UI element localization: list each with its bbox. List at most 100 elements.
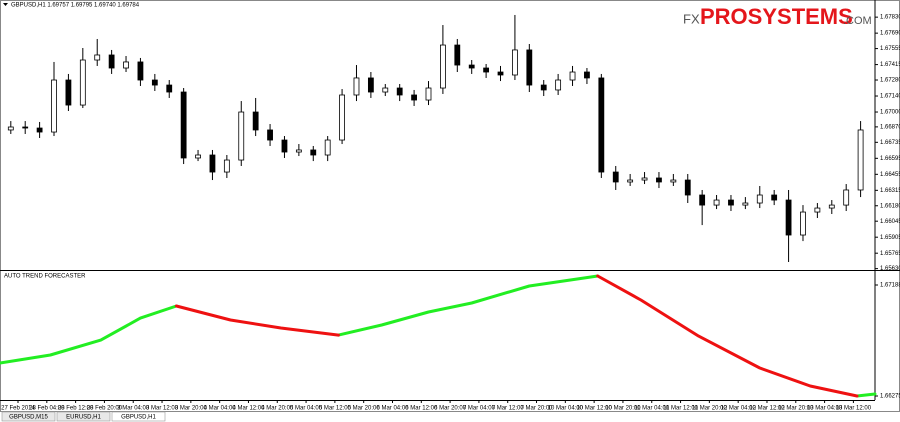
candle-body	[339, 94, 345, 141]
tab-bar: GBPUSD,M15 EURUSD,H1 GBPUSD,H1	[1, 411, 166, 422]
x-tick-label: 3 Mar 20:00	[175, 406, 208, 412]
candle-body	[843, 189, 850, 206]
y-tick-label: 1.66315	[880, 188, 900, 194]
candle-body	[353, 77, 360, 96]
x-tick-label: 10 Mar 20:00	[605, 406, 641, 412]
candle-body	[584, 71, 590, 79]
candle-body	[512, 49, 518, 76]
candle-body	[468, 64, 475, 69]
x-tick-label: 6 Mar 12:00	[405, 406, 438, 412]
x-tick-label: 28 Feb 12:00	[58, 406, 94, 412]
x-tick-label: 7 Mar 12:00	[492, 406, 525, 412]
candle-body	[22, 126, 29, 129]
candle-body	[324, 139, 331, 156]
logo-suffix: .COM	[843, 15, 872, 27]
candle-body	[425, 87, 432, 101]
candle-body	[684, 179, 691, 196]
candle-body	[94, 54, 101, 61]
x-tick-label: 10 Mar 04:00	[548, 406, 584, 412]
candle-body	[151, 79, 158, 86]
x-tick-label: 5 Mar 12:00	[319, 406, 352, 412]
candle-body	[281, 139, 288, 153]
y-tick-label: 1.67000	[880, 110, 900, 116]
candle-body	[295, 149, 302, 153]
candle-body	[728, 199, 734, 206]
y-tick-label: 1.65765	[880, 251, 900, 257]
x-tick-label: 13 Mar 12:00	[836, 406, 872, 412]
symbol-header: GBPUSD,H1 1.69757 1.69795 1.69740 1.6978…	[11, 3, 140, 9]
candle-body	[123, 61, 129, 69]
candle-body	[555, 79, 562, 91]
x-tick-label: 5 Mar 20:00	[348, 406, 381, 412]
candle-body	[497, 71, 504, 76]
x-tick-label: 11 Mar 20:00	[692, 406, 728, 412]
candle-body	[483, 67, 490, 73]
candle-body	[699, 194, 706, 206]
candle-body	[598, 77, 605, 173]
x-tick-label: 7 Mar 20:00	[521, 406, 554, 412]
candle-body	[396, 87, 403, 96]
x-tick-label: 6 Mar 20:00	[434, 406, 467, 412]
x-tick-label: 11 Mar 12:00	[663, 406, 699, 412]
y-tick-label: 1.67830	[880, 15, 900, 21]
x-tick-label: 12 Mar 12:00	[749, 406, 785, 412]
x-tick-label: 27 Feb 2014	[1, 406, 35, 412]
candle-body	[454, 44, 461, 66]
candle-body	[267, 129, 273, 141]
y-tick-label: 1.66870	[880, 124, 900, 130]
candle-body	[627, 179, 634, 183]
x-tick-label: 10 Mar 12:00	[576, 406, 612, 412]
candle-body	[814, 207, 821, 213]
logo-brand: PROSYSTEMS	[700, 4, 853, 29]
y-tick-label: 1.67555	[880, 46, 900, 52]
x-tick-label: 12 Mar 20:00	[778, 406, 814, 412]
candle-body	[382, 87, 389, 93]
y-tick-label: 1.67188	[880, 283, 900, 289]
menu-icon[interactable]	[3, 3, 8, 6]
tab-label[interactable]: GBPUSD,H1	[121, 414, 156, 420]
candle-body	[223, 159, 230, 173]
candle-body	[51, 79, 57, 133]
y-tick-label: 1.66180	[880, 203, 900, 209]
candle-body	[785, 199, 792, 236]
y-tick-label: 1.65905	[880, 235, 900, 241]
x-tick-label: 12 Mar 04:00	[720, 406, 756, 412]
candle-body	[713, 199, 720, 206]
candle-body	[670, 179, 677, 183]
x-tick-label: 11 Mar 04:00	[634, 406, 670, 412]
frame	[0, 0, 900, 412]
x-tick-label: 3 Mar 12:00	[146, 406, 179, 412]
tab-label[interactable]: GBPUSD,M15	[9, 414, 48, 420]
candle-body	[569, 71, 576, 81]
candle-body	[411, 94, 417, 101]
candle-body	[195, 154, 201, 159]
logo-prefix: FX	[683, 11, 700, 26]
candle-body	[641, 177, 648, 181]
candle-body	[252, 111, 259, 131]
y-tick-label: 1.67140	[880, 94, 900, 100]
candle-body	[540, 84, 547, 91]
x-tick-label: 28 Feb 04:00	[29, 406, 65, 412]
trend-line	[174, 274, 859, 398]
tab[interactable]	[111, 411, 166, 422]
tab-label[interactable]: EURUSD,H1	[66, 414, 101, 420]
candle-body	[310, 149, 317, 156]
y-tick-label: 1.67280	[880, 78, 900, 84]
candle-body	[7, 126, 14, 131]
y-tick-label: 1.66595	[880, 156, 900, 162]
candle-body	[137, 61, 144, 81]
tab[interactable]	[56, 411, 111, 422]
y-tick-label: 1.65630	[880, 266, 900, 272]
y-tick-label: 1.67415	[880, 62, 900, 68]
trend-line	[0, 274, 877, 398]
candle-body	[756, 194, 763, 204]
y-tick-label: 1.66045	[880, 219, 900, 225]
y-tick-label: 1.66275	[880, 394, 900, 400]
candle-body	[65, 79, 72, 106]
candle-body	[612, 171, 619, 183]
x-tick-label: 4 Mar 04:00	[204, 406, 237, 412]
indicator-title: AUTO TREND FORECASTER	[4, 274, 86, 280]
x-tick-label: 6 Mar 04:00	[376, 406, 409, 412]
tab[interactable]	[1, 411, 56, 422]
candle-body	[79, 59, 86, 106]
